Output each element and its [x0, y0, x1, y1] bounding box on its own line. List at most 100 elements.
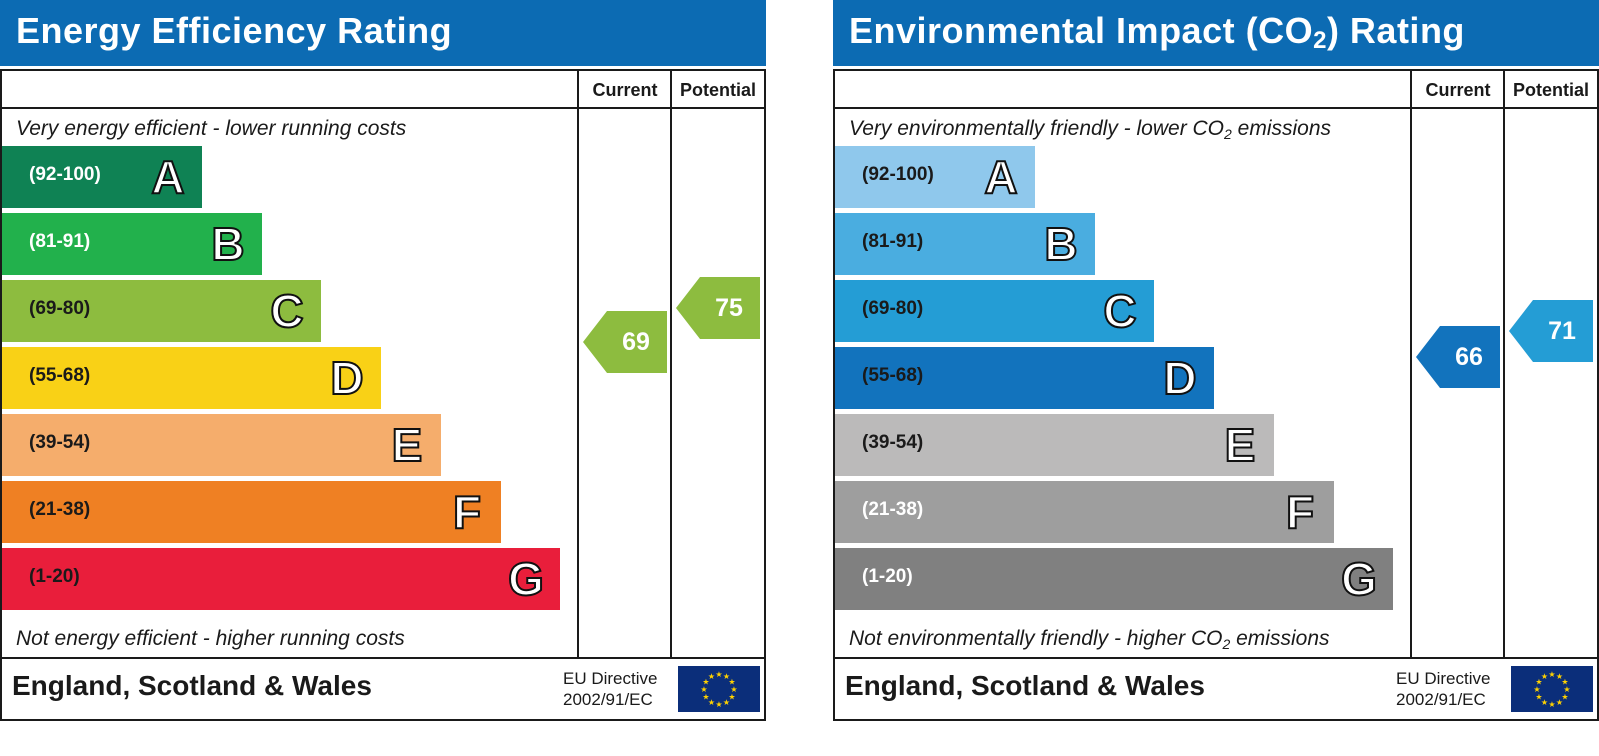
- eu-star: ★: [708, 698, 715, 707]
- current-rating-arrow: 66: [1416, 326, 1500, 388]
- potential-column-header: Potential: [679, 80, 756, 100]
- eu-star: ★: [1541, 672, 1548, 681]
- eu-star: ★: [1535, 693, 1542, 702]
- potential-rating-arrow: 71: [1509, 300, 1593, 362]
- band-letter: G: [507, 552, 545, 606]
- footer-region: England, Scotland & Wales: [12, 670, 372, 701]
- band-range-label: (92-100): [862, 164, 934, 185]
- band-letter: D: [329, 351, 364, 405]
- eu-star: ★: [702, 678, 709, 687]
- eu-star: ★: [715, 670, 722, 679]
- band-range-label: (39-54): [29, 432, 91, 453]
- column-divider: [670, 69, 672, 659]
- band-c: (69-80) C: [2, 280, 321, 342]
- band-c: (69-80) C: [835, 280, 1154, 342]
- eu-star: ★: [1533, 685, 1540, 694]
- eu-star: ★: [715, 700, 722, 709]
- eu-stars: ★ ★★★★★★★★★★★: [1533, 670, 1570, 709]
- band-letter: F: [1285, 485, 1315, 539]
- eu-directive-text: EU Directive 2002/91/EC: [1396, 668, 1490, 710]
- band-range-label: (81-91): [29, 231, 91, 252]
- band-a: (92-100) A: [835, 146, 1035, 208]
- band-b: (81-91) B: [2, 213, 262, 275]
- band-e: (39-54) E: [2, 414, 441, 476]
- header-divider: [833, 107, 1599, 109]
- footer-divider: [833, 657, 1599, 659]
- band-letter: C: [1102, 284, 1137, 338]
- footer-divider: [0, 657, 766, 659]
- band-g: (1-20) G: [2, 548, 560, 610]
- eu-star: ★: [723, 698, 730, 707]
- eu-star: ★: [708, 672, 715, 681]
- column-divider: [577, 69, 579, 659]
- eu-directive-label: EU Directive: [1396, 669, 1491, 688]
- current-rating-value: 69: [622, 328, 650, 356]
- band-range-label: (55-68): [29, 365, 91, 386]
- potential-column-header: Potential: [1512, 80, 1589, 100]
- title-bar: Energy Efficiency Rating: [0, 0, 766, 66]
- eu-star: ★: [1535, 678, 1542, 687]
- band-letter: A: [150, 150, 185, 204]
- band-letter: F: [452, 485, 482, 539]
- eu-star: ★: [1548, 700, 1555, 709]
- eu-directive-label: EU Directive: [563, 669, 658, 688]
- band-letter: G: [1340, 552, 1378, 606]
- arrow-shape: [1416, 326, 1500, 388]
- band-range-label: (69-80): [29, 298, 91, 319]
- band-letter: D: [1162, 351, 1197, 405]
- eu-stars: ★ ★★★★★★★★★★★: [700, 670, 737, 709]
- top-caption: Very environmentally friendly - lower CO…: [849, 117, 1332, 142]
- band-letter: E: [1224, 418, 1257, 472]
- band-range-label: (21-38): [862, 499, 924, 520]
- band-e: (39-54) E: [835, 414, 1274, 476]
- band-range-label: (39-54): [862, 432, 924, 453]
- band-a: (92-100) A: [2, 146, 202, 208]
- potential-rating-arrow: 75: [676, 277, 760, 339]
- band-d: (55-68) D: [835, 347, 1214, 409]
- band-range-label: (1-20): [862, 566, 913, 587]
- band-range-label: (1-20): [29, 566, 80, 587]
- band-letter: B: [1043, 217, 1078, 271]
- arrow-shape: [676, 277, 760, 339]
- eu-star: ★: [723, 672, 730, 681]
- eu-star: ★: [1563, 685, 1570, 694]
- column-divider: [1410, 69, 1412, 659]
- band-letter: B: [210, 217, 245, 271]
- eu-flag-icon: ★ ★ ★ ★ ★ ★ ★ ★ ★ ★ ★ ★: [678, 666, 760, 712]
- environmental-impact-chart: Environmental Impact (CO2) Rating Curren…: [833, 0, 1599, 721]
- eu-directive-text: EU Directive 2002/91/EC: [563, 668, 657, 710]
- chart-title: Environmental Impact (CO2) Rating: [849, 10, 1465, 54]
- eu-star: ★: [1541, 698, 1548, 707]
- band-letter: A: [983, 150, 1018, 204]
- eu-star: ★: [1556, 698, 1563, 707]
- band-d: (55-68) D: [2, 347, 381, 409]
- top-caption: Very energy efficient - lower running co…: [16, 117, 407, 140]
- current-rating-arrow: 69: [583, 311, 667, 373]
- eu-star: ★: [1556, 672, 1563, 681]
- eu-star: ★: [1561, 678, 1568, 687]
- potential-rating-value: 75: [715, 294, 743, 322]
- band-letter: C: [269, 284, 304, 338]
- chart-title: Energy Efficiency Rating: [16, 10, 453, 51]
- arrow-shape: [1509, 300, 1593, 362]
- band-f: (21-38) F: [835, 481, 1334, 543]
- current-column-header: Current: [1425, 80, 1491, 100]
- band-range-label: (69-80): [862, 298, 924, 319]
- energy-efficiency-chart: Energy Efficiency Rating Current Potenti…: [0, 0, 766, 721]
- eu-star: ★: [728, 678, 735, 687]
- footer-region: England, Scotland & Wales: [845, 670, 1205, 701]
- bottom-caption: Not energy efficient - higher running co…: [16, 627, 405, 650]
- eu-star: ★: [702, 693, 709, 702]
- potential-rating-value: 71: [1548, 317, 1576, 345]
- bottom-caption: Not environmentally friendly - higher CO…: [849, 627, 1330, 652]
- eu-star: ★: [730, 685, 737, 694]
- band-g: (1-20) G: [835, 548, 1393, 610]
- current-column-header: Current: [592, 80, 658, 100]
- band-range-label: (92-100): [29, 164, 101, 185]
- current-rating-value: 66: [1455, 343, 1483, 371]
- eu-directive-number: 2002/91/EC: [1396, 690, 1486, 709]
- band-b: (81-91) B: [835, 213, 1095, 275]
- eu-star: ★: [728, 693, 735, 702]
- column-divider: [1503, 69, 1505, 659]
- eu-directive-number: 2002/91/EC: [563, 690, 653, 709]
